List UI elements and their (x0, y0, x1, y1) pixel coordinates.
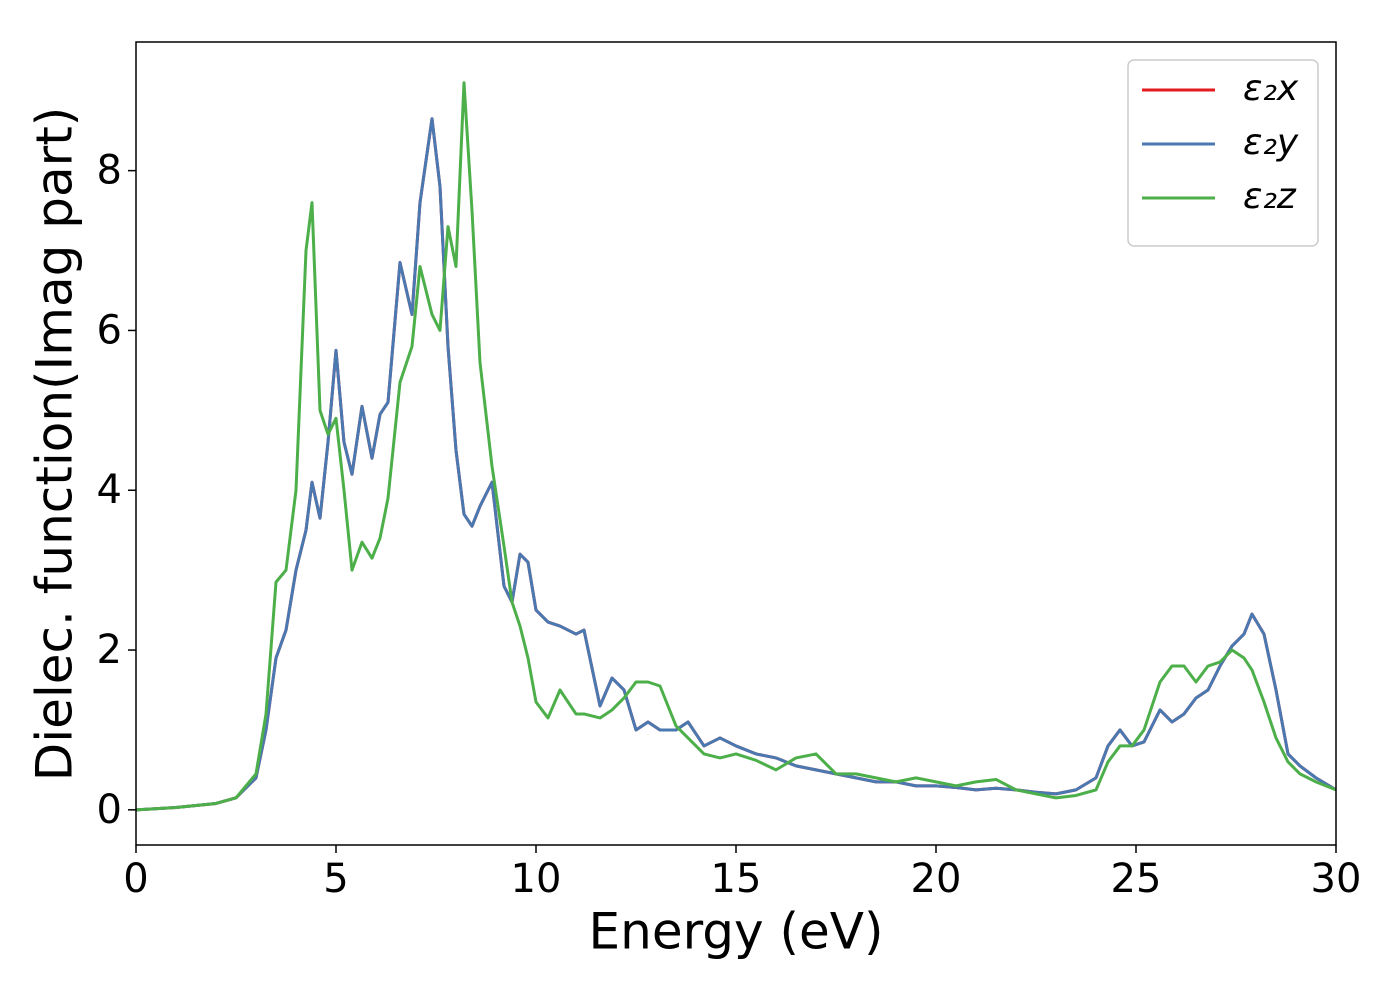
series-line (136, 117, 1336, 812)
y-tick-label: 6 (97, 307, 122, 353)
x-tick-label: 25 (1111, 856, 1162, 902)
x-axis-label: Energy (eV) (589, 903, 884, 961)
x-tick-label: 0 (123, 856, 148, 902)
plot-frame (135, 41, 1337, 846)
legend-label: ε₂z (1243, 176, 1297, 217)
y-tick-label: 0 (97, 787, 122, 833)
x-tick-label: 10 (511, 856, 562, 902)
legend-label: ε₂x (1243, 68, 1299, 109)
y-axis-label: Dielec. function(Imag part) (26, 107, 84, 782)
y-tick-label: 8 (97, 148, 122, 194)
x-tick-label: 15 (711, 856, 762, 902)
x-tick-label: 30 (1311, 856, 1362, 902)
y-tick-label: 4 (97, 467, 122, 513)
x-tick-label: 5 (323, 856, 348, 902)
x-tick-label: 20 (911, 856, 962, 902)
series-line (136, 81, 1336, 812)
y-tick-label: 2 (97, 627, 122, 673)
legend-label: ε₂y (1243, 122, 1299, 163)
